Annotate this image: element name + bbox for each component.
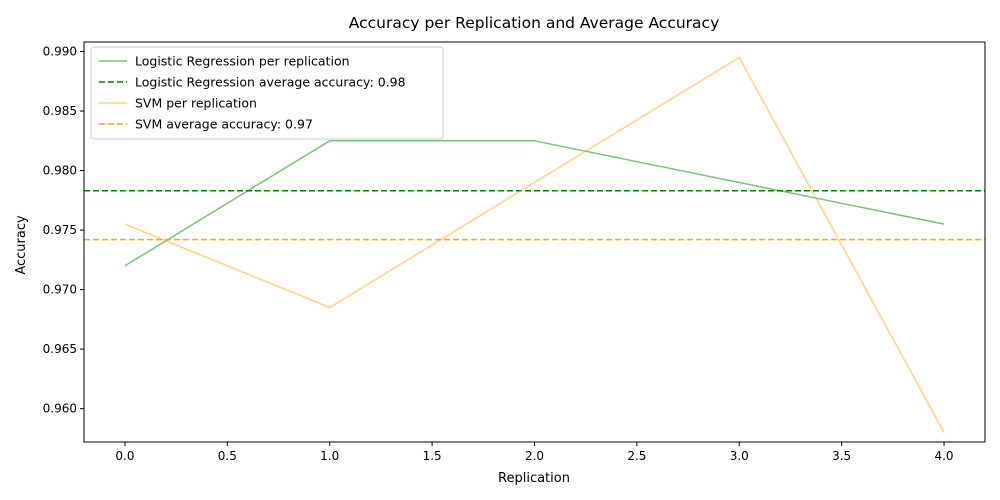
x-axis-label: Replication	[498, 471, 570, 486]
legend-label: SVM per replication	[135, 96, 257, 111]
y-tick-label: 0.960	[43, 402, 77, 416]
chart-title: Accuracy per Replication and Average Acc…	[349, 14, 720, 32]
series-line-2	[124, 56, 945, 433]
x-tick-label: 1.5	[423, 449, 442, 463]
y-axis-label: Accuracy	[14, 215, 29, 275]
legend-label: SVM average accuracy: 0.97	[135, 117, 313, 132]
x-tick-label: 2.5	[627, 449, 646, 463]
x-tick-label: 3.0	[730, 449, 749, 463]
legend-label: Logistic Regression per replication	[135, 54, 350, 69]
y-tick-label: 0.970	[43, 283, 77, 297]
x-tick-label: 0.5	[218, 449, 237, 463]
x-tick-label: 2.0	[525, 449, 544, 463]
x-tick-label: 1.0	[320, 449, 339, 463]
x-tick-label: 3.5	[832, 449, 851, 463]
y-tick-label: 0.975	[43, 223, 77, 237]
series-line-0	[124, 140, 945, 267]
x-tick-label: 4.0	[934, 449, 953, 463]
y-tick-label: 0.990	[43, 45, 77, 59]
y-tick-label: 0.980	[43, 164, 77, 178]
legend-box	[90, 46, 444, 140]
x-tick-label: 0.0	[115, 449, 134, 463]
legend: Logistic Regression per replication Logis…	[90, 46, 444, 140]
plot-area: 0.0 0.5 1.0 1.5 2.0 2.5 3.0 3.5 4.0 0.960 0.965 0.9…	[43, 41, 986, 463]
y-tick-label: 0.985	[43, 104, 77, 118]
legend-label: Logistic Regression average accuracy: 0.…	[135, 75, 406, 90]
y-tick-label: 0.965	[43, 342, 77, 356]
series-group	[84, 56, 985, 433]
